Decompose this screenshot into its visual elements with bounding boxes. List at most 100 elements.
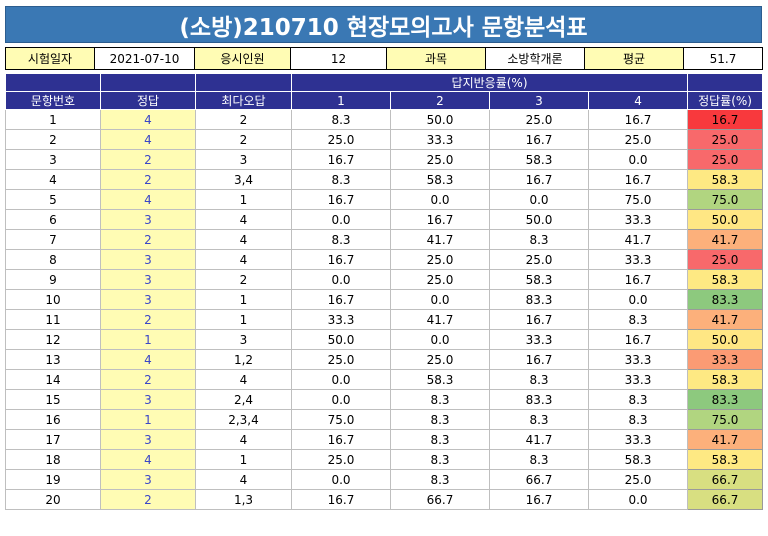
answer-cell: 3 bbox=[100, 429, 196, 450]
q-no-cell: 2 bbox=[5, 129, 101, 150]
q-no-cell: 7 bbox=[5, 229, 101, 250]
most-wrong-cell: 2 bbox=[195, 109, 292, 130]
choice-4-cell: 0.0 bbox=[587, 489, 689, 510]
most-wrong-cell: 2,4 bbox=[195, 389, 292, 410]
answer-cell: 2 bbox=[100, 369, 196, 390]
choice-4-cell: 58.3 bbox=[587, 449, 689, 470]
choice-2-cell: 66.7 bbox=[390, 489, 490, 510]
table-row: 16 1 2,3,4 75.0 8.3 8.3 8.3 75.0 bbox=[5, 409, 764, 430]
correct-rate-cell: 50.0 bbox=[687, 209, 764, 230]
choice-4-cell: 8.3 bbox=[587, 389, 689, 410]
correct-rate-cell: 58.3 bbox=[687, 269, 764, 290]
answer-cell: 1 bbox=[100, 329, 196, 350]
correct-rate-cell: 66.7 bbox=[687, 469, 764, 490]
average-value: 51.7 bbox=[683, 47, 763, 70]
table-row: 17 3 4 16.7 8.3 41.7 33.3 41.7 bbox=[5, 429, 764, 450]
choice-3-cell: 8.3 bbox=[489, 449, 589, 470]
answer-cell: 3 bbox=[100, 469, 196, 490]
q-no-cell: 12 bbox=[5, 329, 101, 350]
q-no-cell: 1 bbox=[5, 109, 101, 130]
answer-cell: 4 bbox=[100, 349, 196, 370]
q-no-cell: 15 bbox=[5, 389, 101, 410]
most-wrong-cell: 1,2 bbox=[195, 349, 292, 370]
choice-2-cell: 8.3 bbox=[390, 409, 490, 430]
choice-3-cell: 83.3 bbox=[489, 389, 589, 410]
choice-1-cell: 0.0 bbox=[291, 269, 391, 290]
choice-2-cell: 8.3 bbox=[390, 389, 490, 410]
choice-4-cell: 8.3 bbox=[587, 409, 689, 430]
choice-1-cell: 8.3 bbox=[291, 229, 391, 250]
answer-cell: 2 bbox=[100, 489, 196, 510]
correct-rate-cell: 75.0 bbox=[687, 189, 764, 210]
choice-2-cell: 41.7 bbox=[390, 309, 490, 330]
correct-rate-cell: 25.0 bbox=[687, 129, 764, 150]
choice-1-cell: 8.3 bbox=[291, 169, 391, 190]
choice-1-cell: 25.0 bbox=[291, 449, 391, 470]
choice-4-cell: 25.0 bbox=[587, 469, 689, 490]
choice-2-cell: 41.7 bbox=[390, 229, 490, 250]
choice-4-cell: 33.3 bbox=[587, 249, 689, 270]
most-wrong-cell: 1,3 bbox=[195, 489, 292, 510]
correct-rate-cell: 83.3 bbox=[687, 389, 764, 410]
q-no-cell: 13 bbox=[5, 349, 101, 370]
applicants-label: 응시인원 bbox=[194, 47, 291, 70]
choice-3-cell: 8.3 bbox=[489, 409, 589, 430]
subject-value: 소방학개론 bbox=[485, 47, 585, 70]
correct-rate-cell: 25.0 bbox=[687, 249, 764, 270]
choice-2-cell: 8.3 bbox=[390, 449, 490, 470]
table-row: 8 3 4 16.7 25.0 25.0 33.3 25.0 bbox=[5, 249, 764, 270]
q-no-cell: 8 bbox=[5, 249, 101, 270]
table-row: 3 2 3 16.7 25.0 58.3 0.0 25.0 bbox=[5, 149, 764, 170]
choice-1-cell: 16.7 bbox=[291, 289, 391, 310]
correct-rate-cell: 83.3 bbox=[687, 289, 764, 310]
table-row: 5 4 1 16.7 0.0 0.0 75.0 75.0 bbox=[5, 189, 764, 210]
most-wrong-cell: 3 bbox=[195, 329, 292, 350]
choice-1-cell: 25.0 bbox=[291, 129, 391, 150]
choice-2-cell: 58.3 bbox=[390, 369, 490, 390]
correct-rate-cell: 58.3 bbox=[687, 449, 764, 470]
most-wrong-cell: 2 bbox=[195, 129, 292, 150]
choice-2-cell: 8.3 bbox=[390, 429, 490, 450]
choice-2-cell: 25.0 bbox=[390, 349, 490, 370]
choice-2-cell: 0.0 bbox=[390, 329, 490, 350]
choice-2-cell: 0.0 bbox=[390, 289, 490, 310]
choice-3-cell: 0.0 bbox=[489, 189, 589, 210]
choice-3-cell: 25.0 bbox=[489, 109, 589, 130]
choice-3-cell: 66.7 bbox=[489, 469, 589, 490]
most-wrong-cell: 4 bbox=[195, 249, 292, 270]
choice-1-cell: 16.7 bbox=[291, 149, 391, 170]
header-choice-1: 1 bbox=[291, 91, 391, 110]
q-no-cell: 16 bbox=[5, 409, 101, 430]
answer-cell: 3 bbox=[100, 389, 196, 410]
most-wrong-cell: 4 bbox=[195, 429, 292, 450]
choice-1-cell: 16.7 bbox=[291, 189, 391, 210]
table-row: 11 2 1 33.3 41.7 16.7 8.3 41.7 bbox=[5, 309, 764, 330]
most-wrong-cell: 4 bbox=[195, 469, 292, 490]
choice-4-cell: 8.3 bbox=[587, 309, 689, 330]
choice-3-cell: 41.7 bbox=[489, 429, 589, 450]
answer-cell: 4 bbox=[100, 129, 196, 150]
q-no-cell: 20 bbox=[5, 489, 101, 510]
table-row: 2 4 2 25.0 33.3 16.7 25.0 25.0 bbox=[5, 129, 764, 150]
correct-rate-cell: 66.7 bbox=[687, 489, 764, 510]
answer-cell: 2 bbox=[100, 229, 196, 250]
choice-1-cell: 16.7 bbox=[291, 489, 391, 510]
correct-rate-cell: 16.7 bbox=[687, 109, 764, 130]
choice-2-cell: 33.3 bbox=[390, 129, 490, 150]
q-no-cell: 4 bbox=[5, 169, 101, 190]
choice-2-cell: 58.3 bbox=[390, 169, 490, 190]
choice-3-cell: 16.7 bbox=[489, 349, 589, 370]
choice-3-cell: 16.7 bbox=[489, 169, 589, 190]
choice-1-cell: 25.0 bbox=[291, 349, 391, 370]
table-row: 10 3 1 16.7 0.0 83.3 0.0 83.3 bbox=[5, 289, 764, 310]
table-row: 1 4 2 8.3 50.0 25.0 16.7 16.7 bbox=[5, 109, 764, 130]
average-label: 평균 bbox=[584, 47, 684, 70]
q-no-cell: 11 bbox=[5, 309, 101, 330]
answer-cell: 1 bbox=[100, 409, 196, 430]
correct-rate-cell: 33.3 bbox=[687, 349, 764, 370]
q-no-cell: 14 bbox=[5, 369, 101, 390]
table-row: 14 2 4 0.0 58.3 8.3 33.3 58.3 bbox=[5, 369, 764, 390]
choice-4-cell: 75.0 bbox=[587, 189, 689, 210]
choice-3-cell: 16.7 bbox=[489, 129, 589, 150]
